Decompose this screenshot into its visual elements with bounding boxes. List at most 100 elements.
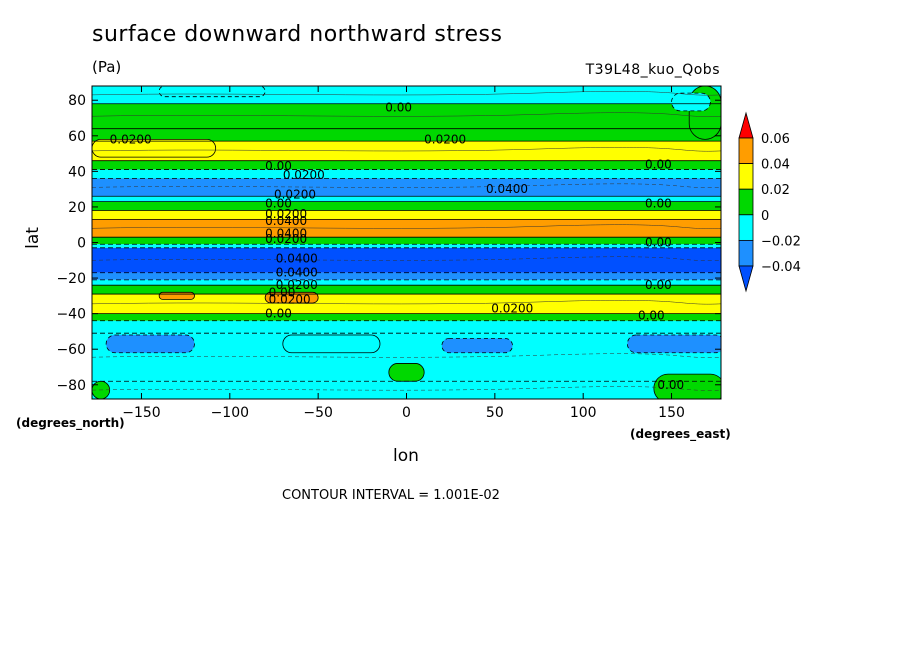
zonal-band (92, 244, 721, 248)
contour-label: 0.0400 (276, 252, 318, 266)
y-tick-label: −40 (56, 307, 86, 323)
colorbar-label: 0.06 (761, 132, 790, 147)
contour-patch (282, 334, 381, 354)
contour-label: 0.0200 (265, 232, 307, 246)
contour-label: 0.0200 (491, 301, 533, 315)
contour-line (92, 353, 721, 358)
contour-patch (105, 334, 195, 354)
contour-label: 0.00 (269, 285, 296, 299)
x-tick-label: −150 (122, 405, 160, 421)
contour-line (92, 183, 721, 188)
x-tick-label: 0 (402, 405, 411, 421)
contour-lines (92, 86, 721, 391)
zonal-band (92, 381, 721, 399)
colorbar-label: −0.02 (761, 234, 801, 249)
contour-line (92, 147, 721, 152)
contour-label: 0.00 (645, 157, 672, 171)
colorbar-arrow-bottom (738, 265, 754, 293)
contour-line (92, 386, 721, 391)
zonal-band (92, 196, 721, 202)
colorbar-segment (738, 239, 754, 267)
y-axis-units: (degrees_north) (16, 416, 125, 430)
zonal-band (92, 169, 721, 179)
contour-patch (626, 334, 721, 354)
contour-label: 0.00 (265, 307, 292, 321)
zonal-band (92, 201, 721, 211)
contour-label: 0.0400 (276, 266, 318, 280)
contour-patch (671, 92, 711, 112)
contour-label: 0.00 (645, 278, 672, 292)
y-tick-label: −20 (56, 271, 86, 287)
contour-fills (92, 86, 721, 399)
x-axis: −150 −100 −50 0 50 100 150 (122, 86, 685, 421)
zonal-band (92, 237, 721, 245)
contour-label: 0.0200 (276, 278, 318, 292)
contour-label: 0.00 (645, 196, 672, 210)
zonal-band (92, 279, 721, 286)
colorbar-arrow-top (738, 111, 754, 139)
y-axis: −80 −60 −40 −20 0 20 40 60 80 (56, 93, 721, 394)
x-axis-label: lon (393, 446, 419, 466)
y-tick-label: −60 (56, 342, 86, 358)
contour-label: 0.0200 (274, 187, 316, 201)
y-tick-label: 40 (68, 164, 86, 180)
contour-label: 0.00 (265, 196, 292, 210)
x-tick-label: −50 (303, 405, 333, 421)
contour-line (92, 91, 721, 96)
contour-line (92, 224, 721, 229)
zonal-band (92, 210, 721, 220)
colorbar-label: 0.02 (761, 183, 790, 198)
contour-patch (158, 86, 266, 98)
x-axis-units: (degrees_east) (630, 427, 731, 441)
contour-label: 0.0400 (486, 182, 528, 196)
y-tick-label: 20 (68, 200, 86, 216)
chart-title: surface downward northward stress (92, 22, 503, 47)
zonal-band (92, 128, 721, 142)
x-tick-label: 100 (570, 405, 597, 421)
contour-line (92, 256, 721, 261)
contour-label: 0.0400 (265, 227, 307, 241)
contour-patch (92, 138, 217, 158)
contour-label: 0.0200 (265, 207, 307, 221)
colorbar-label: −0.04 (761, 260, 801, 275)
zonal-band (92, 285, 721, 295)
contour-interval: CONTOUR INTERVAL = 1.001E-02 (282, 488, 500, 503)
colorbar-label: 0 (761, 209, 769, 224)
contour-patch (441, 338, 513, 354)
colorbar-segment (738, 137, 754, 165)
colorbar-segment (738, 214, 754, 241)
contour-labels: 0.000.0200 0.02000.000.000.02000.04000.02… (110, 100, 684, 391)
contour-label: 0.0400 (265, 214, 307, 228)
zonal-band (92, 320, 721, 334)
contour-line (92, 112, 721, 117)
contour-patch (653, 373, 721, 399)
zonal-band (92, 272, 721, 280)
contour-patch (388, 363, 425, 382)
colorbar-segment (738, 163, 754, 190)
contour-label: 0.0200 (424, 132, 466, 146)
contour-label: 0.00 (638, 308, 665, 322)
contour-label: 0.0200 (110, 132, 152, 146)
contour-line (92, 300, 721, 305)
x-tick-label: −100 (211, 405, 249, 421)
y-axis-label: lat (22, 227, 43, 249)
colorbar-segment (738, 188, 754, 216)
contour-label: 0.0200 (283, 168, 325, 182)
colorbar: 0.06 0.04 0.02 0 −0.02 −0.04 (738, 111, 801, 293)
contour-label: 0.00 (385, 100, 412, 114)
run-id: T39L48_kuo_Qobs (585, 62, 720, 78)
y-tick-label: 60 (68, 129, 86, 145)
y-tick-label: −80 (56, 378, 86, 394)
zonal-band (92, 247, 721, 273)
contour-label: 0.00 (657, 378, 684, 392)
zonal-band (92, 178, 721, 197)
colorbar-label: 0.04 (761, 158, 790, 173)
zonal-band (92, 313, 721, 321)
chart-units: (Pa) (92, 58, 122, 76)
contour-label: 0.00 (645, 236, 672, 250)
zonal-band (92, 160, 721, 170)
contour-label: 0.00 (265, 159, 292, 173)
y-tick-label: 0 (77, 236, 86, 252)
contour-patch (158, 291, 195, 300)
